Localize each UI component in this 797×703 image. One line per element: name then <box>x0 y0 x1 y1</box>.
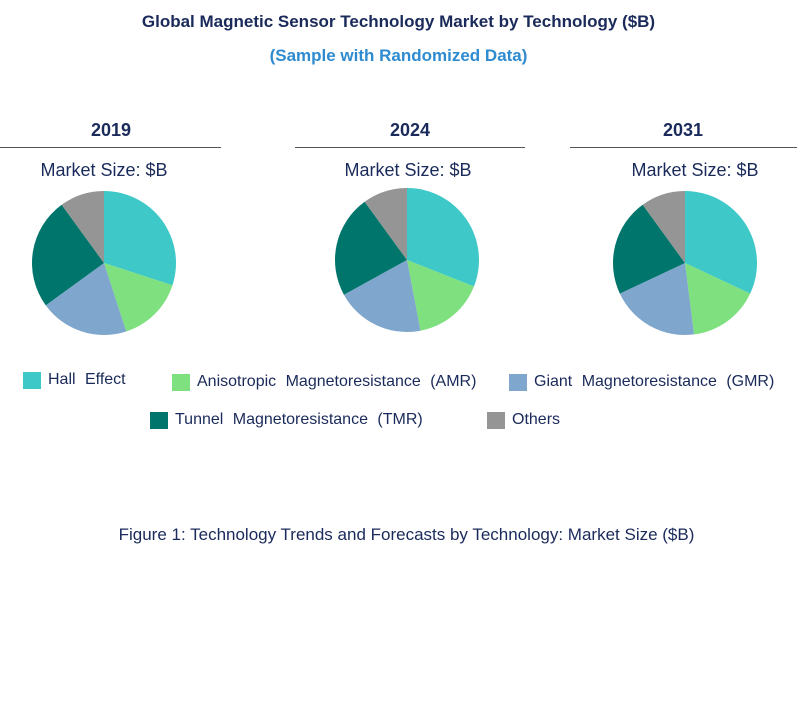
legend-swatch-hall-effect <box>23 371 41 389</box>
pie-slice-2019-hall-effect <box>104 191 177 286</box>
pie-slice-2024-others <box>364 188 407 260</box>
legend-label-others: Others <box>512 411 561 428</box>
pie-slice-2031-hall-effect <box>685 191 758 294</box>
year-rule-2019 <box>0 147 221 148</box>
chart-subtitle: (Sample with Randomized Data) <box>269 46 528 65</box>
pie-slice-2024-tmr <box>335 201 407 295</box>
legend-label-tmr: Tunnel Magnetoresistance (TMR) <box>175 411 423 428</box>
legend-item-amr: Anisotropic Magnetoresistance (AMR) <box>172 373 476 391</box>
pie-slice-2019-gmr <box>45 263 127 336</box>
market-size-label-2031: Market Size: $B <box>631 160 759 180</box>
pie-slice-2024-gmr <box>343 260 421 332</box>
pie-slice-2019-amr <box>104 263 173 332</box>
year-rule-2031 <box>570 147 797 148</box>
pie-chart-2019 <box>31 191 177 336</box>
pie-chart-2031 <box>612 191 758 335</box>
pie-slice-2031-tmr <box>612 204 685 294</box>
year-label-2031: 2031 <box>662 120 704 140</box>
pie-slice-2019-tmr <box>31 204 104 306</box>
legend-label-amr: Anisotropic Magnetoresistance (AMR) <box>197 373 477 390</box>
legend-item-gmr: Giant Magnetoresistance (GMR) <box>509 373 774 391</box>
pie-chart-2024 <box>335 188 479 332</box>
legend-item-hall-effect: Hall Effect <box>23 371 126 389</box>
year-rule-2024 <box>295 147 525 148</box>
legend-swatch-tmr <box>150 411 168 429</box>
pie-slice-2024-hall-effect <box>407 188 479 287</box>
market-size-label-2019: Market Size: $B <box>40 160 168 180</box>
legend-label-gmr: Giant Magnetoresistance (GMR) <box>534 373 775 390</box>
pie-slice-2031-amr <box>685 263 751 335</box>
pie-slice-2031-gmr <box>619 263 695 335</box>
chart-title: Global Magnetic Sensor Technology Market… <box>141 12 656 31</box>
legend-swatch-others <box>487 411 505 429</box>
market-size-label-2024: Market Size: $B <box>344 160 472 180</box>
year-label-2019: 2019 <box>90 120 132 140</box>
legend-item-tmr: Tunnel Magnetoresistance (TMR) <box>150 411 423 429</box>
legend-item-others: Others <box>487 411 560 429</box>
pie-slice-2024-amr <box>407 260 474 331</box>
legend-label-hall-effect: Hall Effect <box>48 371 126 388</box>
pie-slice-2031-others <box>642 191 685 263</box>
figure-caption: Figure 1: Technology Trends and Forecast… <box>118 525 695 544</box>
legend-swatch-gmr <box>509 373 527 391</box>
legend-swatch-amr <box>172 373 190 391</box>
year-label-2024: 2024 <box>389 120 431 140</box>
pie-slice-2019-others <box>61 191 104 263</box>
